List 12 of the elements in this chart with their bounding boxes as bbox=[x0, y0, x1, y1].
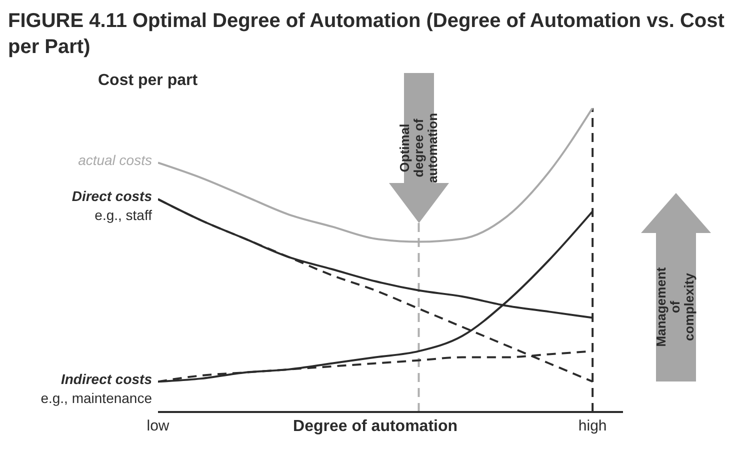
x-tick-label: low bbox=[146, 418, 170, 435]
annotation: e.g., maintenance bbox=[40, 390, 152, 406]
series-label: actual costs bbox=[78, 152, 152, 168]
x-axis-title: Degree of automation bbox=[293, 418, 458, 435]
x-tick-label: high bbox=[578, 418, 607, 435]
text: Management of complexity bbox=[654, 268, 697, 348]
annotation: e.g., staff bbox=[94, 207, 152, 224]
text: Optimal degree of automation bbox=[396, 112, 440, 184]
series-label: Indirect costs bbox=[60, 370, 152, 387]
chart-title: FIGURE 4.11 Optimal Degree of Automation (Degree of Automation vs. Cost per Part) bbox=[8, 9, 726, 60]
y-axis-title: Cost per part bbox=[98, 72, 198, 90]
series-label: Direct costs bbox=[72, 188, 152, 204]
